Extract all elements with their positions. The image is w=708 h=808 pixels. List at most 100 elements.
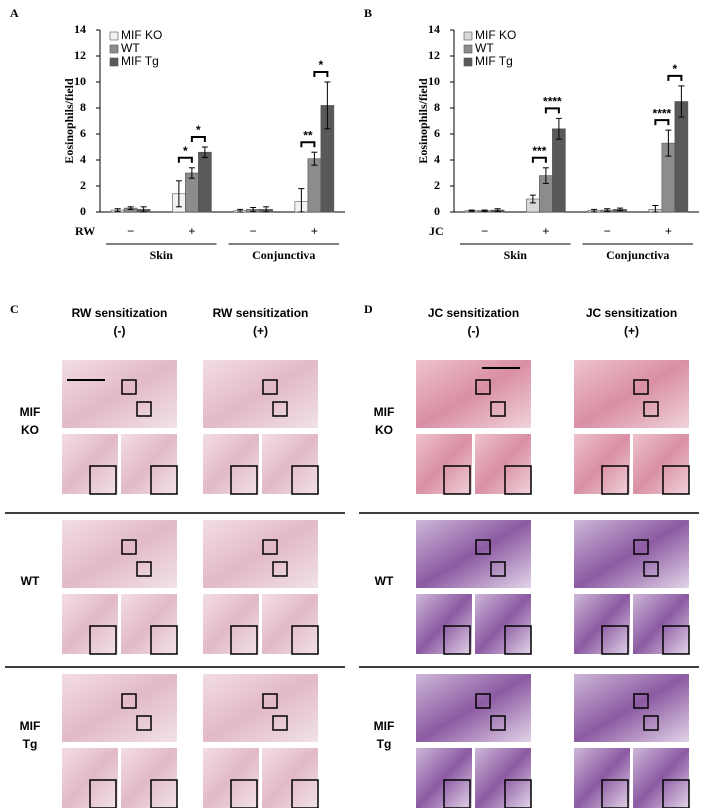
inset-box (633, 379, 649, 395)
error-bar (665, 129, 672, 157)
significance-bracket (300, 141, 316, 148)
error-bar (263, 206, 270, 213)
row-label: Tg (377, 737, 392, 751)
significance-bracket (667, 74, 683, 81)
row-label: WT (21, 574, 40, 588)
panel-letter: D (364, 302, 373, 316)
legend-swatch (463, 31, 473, 41)
x-tick-label: − (250, 224, 257, 238)
x-tick-label: + (311, 224, 318, 238)
y-tick-label: 6 (434, 126, 440, 140)
zoom-inset (150, 465, 178, 495)
histology-zoom (121, 748, 177, 808)
error-bar (127, 206, 134, 210)
y-tick-label: 0 (80, 204, 86, 218)
zoom-inset (662, 779, 690, 808)
significance-label: **** (543, 95, 562, 109)
inset-box (490, 715, 506, 731)
row-label: MIF (374, 719, 395, 733)
inset-box (262, 539, 278, 555)
histology-image (574, 520, 689, 588)
row-label: KO (375, 423, 393, 437)
y-tick-label: 8 (434, 100, 440, 114)
histology-image (416, 674, 531, 742)
histology-image (203, 674, 318, 742)
inset-box (121, 539, 137, 555)
histology-zoom (633, 594, 689, 654)
y-tick-label: 12 (74, 48, 86, 62)
y-tick-label: 2 (434, 178, 440, 192)
histology-zoom (121, 434, 177, 494)
significance-bracket (654, 119, 670, 126)
histology-zoom (262, 748, 318, 808)
row-label: RW (75, 224, 95, 238)
significance-label: * (319, 58, 324, 72)
legend-label: MIF Tg (121, 54, 159, 68)
error-bar (542, 167, 549, 184)
error-bar (604, 208, 611, 212)
histology-image (574, 674, 689, 742)
histology-image (203, 360, 318, 428)
significance-bracket (544, 107, 560, 114)
zoom-inset (443, 625, 471, 655)
column-header: JC sensitization (428, 306, 519, 320)
histology-zoom (262, 594, 318, 654)
inset-box (136, 561, 152, 577)
error-bar (324, 81, 331, 130)
significance-label: * (673, 62, 678, 76)
bar (307, 158, 322, 213)
legend-label: MIF KO (475, 28, 516, 42)
panel-letter: B (364, 6, 372, 20)
zoom-inset (291, 465, 319, 495)
x-tick-label: + (542, 224, 549, 238)
column-header: RW sensitization (72, 306, 168, 320)
significance-label: * (183, 144, 188, 158)
zoom-inset (504, 779, 532, 808)
histology-image (62, 520, 177, 588)
y-tick-label: 12 (428, 48, 440, 62)
significance-bracket (177, 156, 193, 163)
inset-box (633, 539, 649, 555)
histology-zoom (633, 748, 689, 808)
zoom-inset (230, 465, 258, 495)
legend-swatch (109, 44, 119, 54)
x-tick-label: − (604, 224, 611, 238)
legend-swatch (109, 57, 119, 67)
column-header: (-) (114, 324, 126, 338)
inset-box (643, 561, 659, 577)
zoom-inset (89, 779, 117, 808)
error-bar (468, 209, 475, 212)
histology-image (203, 520, 318, 588)
column-header: (-) (468, 324, 480, 338)
column-header: (+) (253, 324, 268, 338)
inset-box (490, 401, 506, 417)
y-axis-label: Eosinophils/field (416, 78, 430, 164)
error-bar (298, 188, 305, 213)
zoom-inset (601, 779, 629, 808)
histology-zoom (633, 434, 689, 494)
histology-image (416, 360, 531, 428)
panel-letter: A (10, 6, 19, 20)
significance-label: *** (532, 144, 546, 158)
zoom-inset (89, 465, 117, 495)
row-label: JC (429, 224, 444, 238)
error-bar (617, 207, 624, 212)
zoom-inset (291, 779, 319, 808)
significance-bracket (190, 136, 206, 142)
significance-bracket (531, 156, 547, 163)
error-bar (652, 205, 659, 213)
inset-box (121, 379, 137, 395)
error-bar (175, 180, 182, 208)
column-header: RW sensitization (213, 306, 309, 320)
error-bar (529, 194, 536, 204)
error-bar (140, 206, 147, 213)
y-tick-label: 8 (80, 100, 86, 114)
y-tick-label: 6 (80, 126, 86, 140)
error-bar (188, 167, 195, 179)
inset-box (475, 693, 491, 709)
y-tick-label: 4 (80, 152, 86, 166)
error-bar (591, 208, 598, 213)
column-header: JC sensitization (586, 306, 677, 320)
significance-label: **** (653, 106, 672, 120)
